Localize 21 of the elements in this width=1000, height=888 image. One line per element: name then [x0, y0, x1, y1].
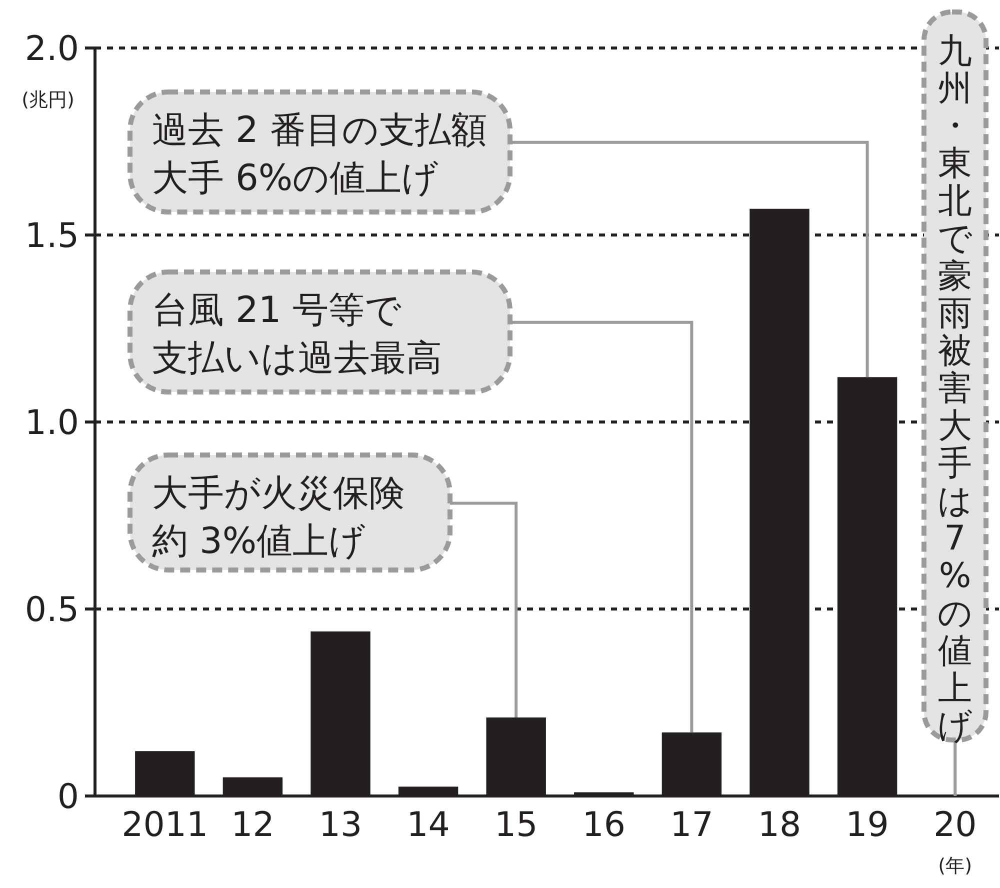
y-tick-label: 2.0	[24, 28, 79, 69]
y-tick-label: 0.5	[24, 590, 79, 630]
y-axis-title: (兆円)	[22, 89, 74, 111]
x-tick-label: 19	[846, 805, 889, 845]
annotation: 大手が火災保険約 3%値上げ	[152, 473, 405, 562]
x-tick-label: 15	[494, 805, 538, 845]
x-tick-label: 2011	[122, 805, 208, 845]
x-axis-title: (年)	[938, 855, 972, 877]
x-tick-label: 13	[318, 805, 362, 845]
x-tick-label: 17	[670, 805, 714, 845]
annotation: 過去 2 番目の支払額大手 6%の値上げ	[152, 110, 487, 199]
x-tick-label: 18	[758, 805, 802, 845]
x-tick-label: 16	[582, 805, 626, 845]
x-tick-label: 12	[231, 805, 274, 845]
x-tick-label: 20	[933, 805, 977, 845]
y-tick-label: 1.5	[24, 216, 79, 256]
y-tick-label: 0	[57, 776, 79, 817]
text: 九州・東北で豪雨被害大手は7%の値上げ	[938, 31, 972, 746]
annotation: 台風 21 号等で支払いは過去最高	[152, 290, 442, 379]
x-tick-label: 14	[406, 805, 450, 845]
y-tick-label: 1.0	[24, 402, 79, 443]
